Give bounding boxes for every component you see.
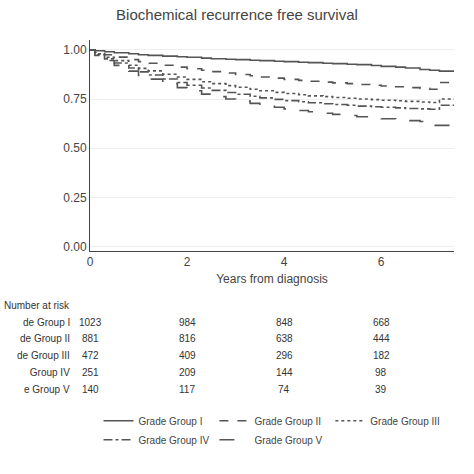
svg-text:0.25: 0.25	[63, 191, 87, 205]
svg-text:1023: 1023	[79, 317, 102, 328]
svg-text:Number at risk: Number at risk	[4, 300, 70, 311]
svg-text:de Group II: de Group II	[20, 333, 70, 344]
svg-text:Group IV: Group IV	[27, 367, 70, 378]
svg-text:0.50: 0.50	[63, 141, 87, 155]
svg-text:409: 409	[179, 350, 196, 361]
svg-text:881: 881	[82, 333, 99, 344]
svg-text:e Group V: e Group V	[24, 384, 70, 395]
svg-text:Biochemical recurrence free su: Biochemical recurrence free survival	[116, 6, 358, 23]
svg-text:74: 74	[278, 384, 290, 395]
svg-text:Grade Group IV: Grade Group IV	[139, 435, 210, 446]
svg-text:472: 472	[82, 350, 99, 361]
svg-text:668: 668	[373, 317, 390, 328]
svg-text:182: 182	[373, 350, 390, 361]
svg-text:1.00: 1.00	[63, 43, 87, 57]
svg-text:444: 444	[373, 333, 390, 344]
svg-text:296: 296	[276, 350, 293, 361]
svg-text:Grade Group III: Grade Group III	[370, 416, 439, 427]
svg-text:39: 39	[375, 384, 387, 395]
svg-text:Grade Group I: Grade Group I	[139, 416, 203, 427]
svg-text:6: 6	[378, 255, 385, 269]
svg-text:4: 4	[281, 255, 288, 269]
svg-text:816: 816	[179, 333, 196, 344]
svg-text:0.00: 0.00	[63, 240, 87, 254]
svg-text:117: 117	[179, 384, 195, 395]
svg-text:Grade Group II: Grade Group II	[254, 416, 321, 427]
svg-text:140: 140	[82, 384, 99, 395]
svg-text:0.75: 0.75	[63, 92, 87, 106]
svg-text:98: 98	[375, 367, 387, 378]
svg-text:Years from diagnosis: Years from diagnosis	[216, 272, 328, 286]
svg-text:848: 848	[276, 317, 293, 328]
svg-text:de Group III: de Group III	[17, 350, 70, 361]
svg-text:638: 638	[276, 333, 293, 344]
svg-text:984: 984	[179, 317, 196, 328]
svg-text:209: 209	[179, 367, 196, 378]
svg-text:de Group I: de Group I	[23, 317, 70, 328]
svg-text:251: 251	[82, 367, 99, 378]
svg-text:144: 144	[276, 367, 293, 378]
svg-text:2: 2	[184, 255, 191, 269]
svg-text:Grade Group V: Grade Group V	[254, 435, 322, 446]
svg-text:0: 0	[87, 255, 94, 269]
